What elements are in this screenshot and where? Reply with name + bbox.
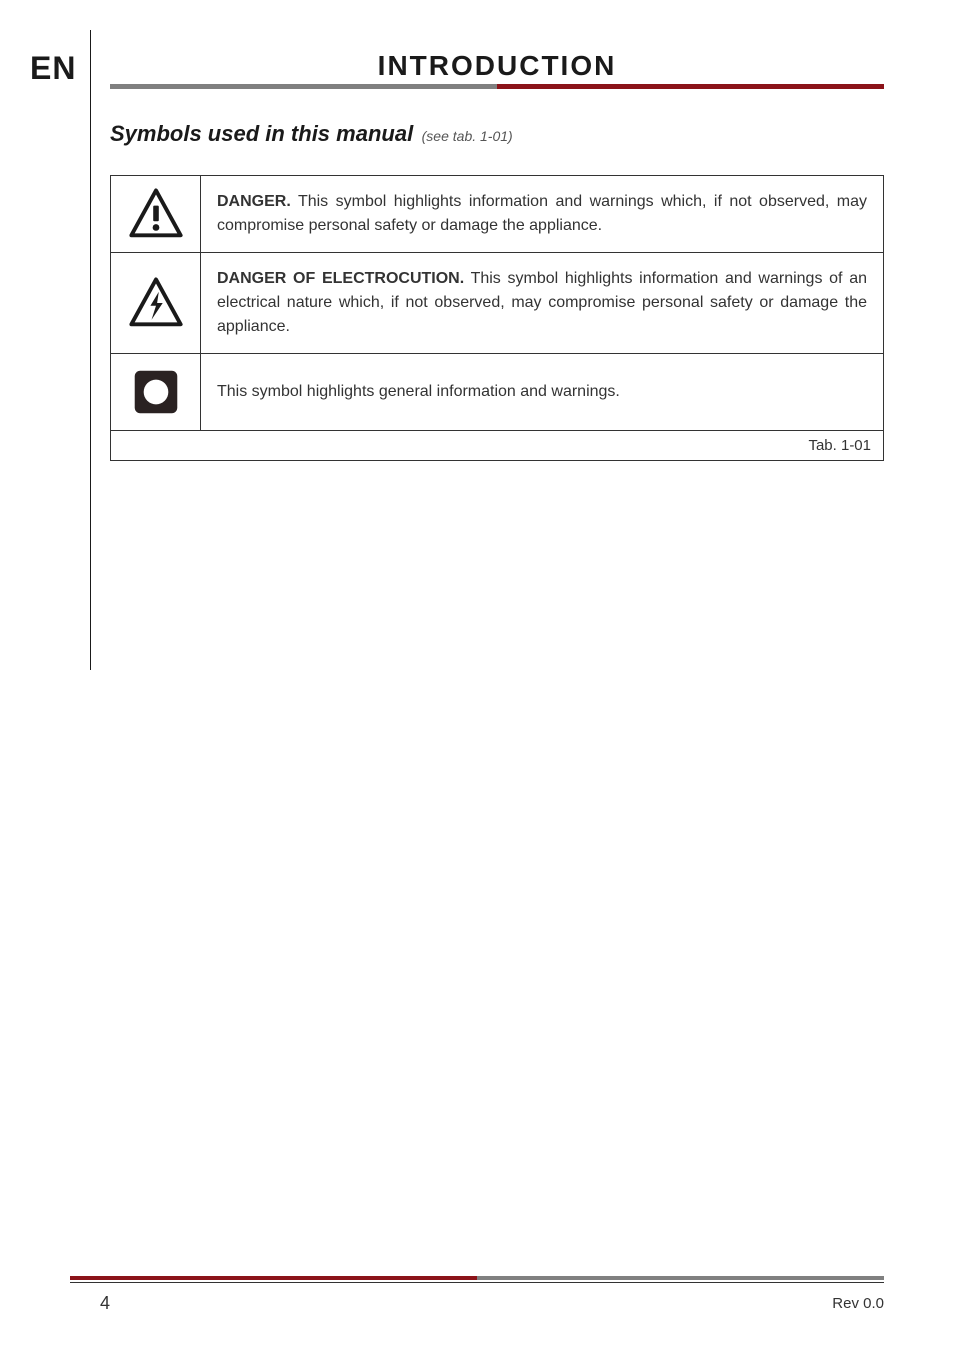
header-section: INTRODUCTION [110,50,884,89]
revision-label: Rev 0.0 [832,1295,884,1312]
footer-content: 4 Rev 0.0 [70,1293,884,1314]
symbol-icon-cell [111,253,201,353]
symbol-text-cell: DANGER OF ELECTROCUTION. This symbol hig… [201,253,883,353]
section-heading-note: (see tab. 1-01) [422,128,513,144]
footer: 4 Rev 0.0 [70,1276,884,1314]
content-area: INTRODUCTION Symbols used in this manual… [110,30,884,461]
language-label: EN [30,50,76,87]
danger-triangle-icon [128,186,184,242]
table-row: DANGER. This symbol highlights informati… [111,176,883,253]
table-caption: Tab. 1-01 [111,431,883,460]
symbol-bold-prefix: DANGER OF ELECTROCUTION. [217,270,464,287]
chapter-title: INTRODUCTION [110,50,884,82]
symbol-text-cell: This symbol highlights general informati… [201,354,883,430]
footer-divider-top [70,1276,884,1280]
title-underline [110,84,884,89]
vertical-divider [90,30,91,670]
symbol-text-cell: DANGER. This symbol highlights informati… [201,176,883,252]
electrocution-triangle-icon [128,275,184,331]
symbol-description: This symbol highlights general informati… [217,383,620,400]
symbol-bold-prefix: DANGER. [217,193,291,210]
page-number: 4 [100,1293,110,1314]
page-container: EN INTRODUCTION Symbols used in this man… [0,0,954,1354]
symbols-table: DANGER. This symbol highlights informati… [110,175,884,461]
footer-divider-bottom [70,1282,884,1283]
section-heading: Symbols used in this manual [110,121,413,146]
table-row: DANGER OF ELECTROCUTION. This symbol hig… [111,253,883,354]
section-heading-wrapper: Symbols used in this manual (see tab. 1-… [110,121,884,147]
info-circle-icon [128,364,184,420]
chapter-title-wrapper: INTRODUCTION [110,50,884,89]
table-row: This symbol highlights general informati… [111,354,883,431]
symbol-icon-cell [111,176,201,252]
symbol-icon-cell [111,354,201,430]
symbol-description: This symbol highlights information and w… [217,193,867,234]
